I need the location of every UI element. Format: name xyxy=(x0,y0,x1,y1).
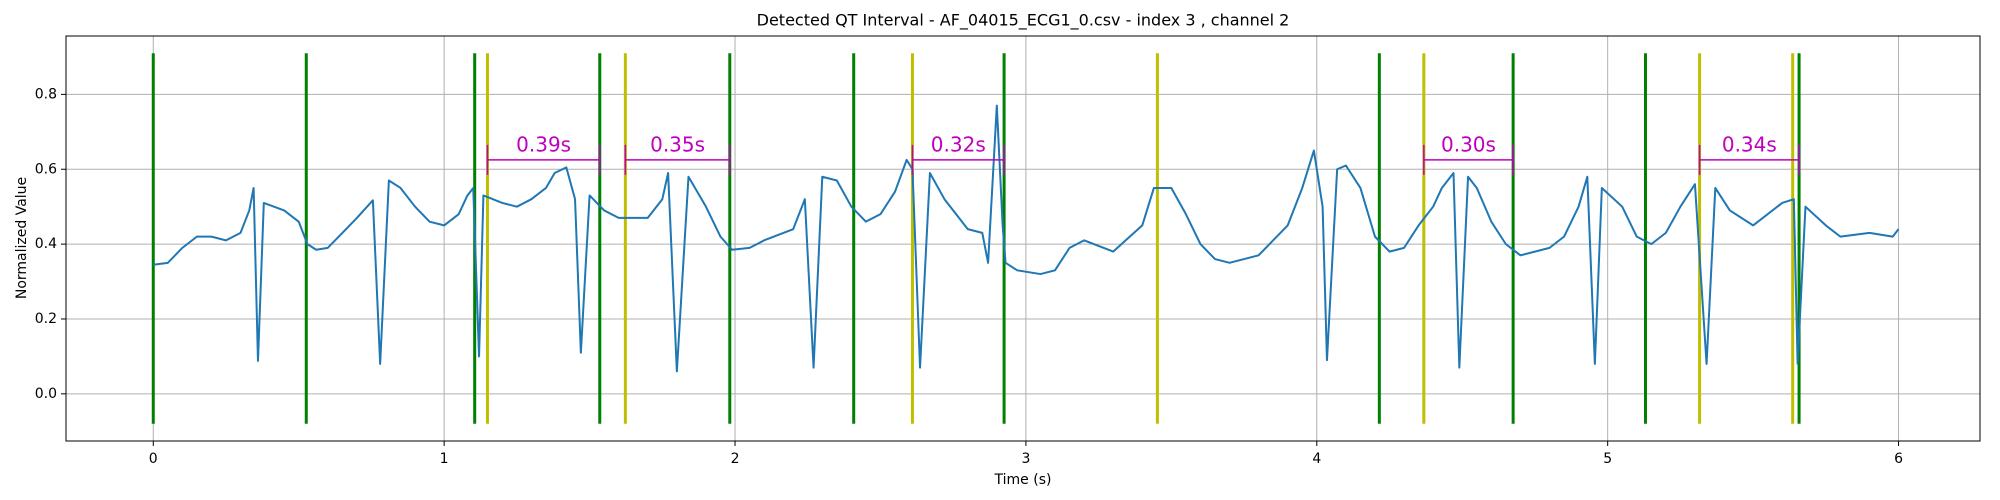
signal-line xyxy=(153,104,1900,373)
x-tick-label: 5 xyxy=(1603,451,1612,467)
y-tick-label: 0.8 xyxy=(35,86,57,102)
y-tick-label: 0.0 xyxy=(35,386,57,402)
qt-annotations: 0.39s 0.35s 0.32s 0.30s 0.34s xyxy=(486,132,1800,175)
qt-label: 0.30s xyxy=(1441,132,1496,156)
qt-bracket xyxy=(486,144,601,175)
y-axis-label: Normalized Value xyxy=(14,177,30,299)
x-tick-label: 4 xyxy=(1312,451,1321,467)
qt-label: 0.34s xyxy=(1722,132,1777,156)
x-axis-label: Time (s) xyxy=(994,472,1052,488)
y-tick-label: 0.4 xyxy=(35,236,57,252)
qt-label: 0.32s xyxy=(931,132,986,156)
plot-frame xyxy=(65,35,1981,442)
qt-bracket xyxy=(624,144,731,175)
x-tick-label: 0 xyxy=(149,451,158,467)
y-tick-label: 0.6 xyxy=(35,161,57,177)
qt-bracket xyxy=(911,144,1005,175)
qt-bracket xyxy=(1423,144,1514,175)
qt-label: 0.35s xyxy=(650,132,705,156)
x-tick-label: 3 xyxy=(1021,451,1030,467)
qt-label: 0.39s xyxy=(516,132,571,156)
x-tick-label: 1 xyxy=(440,451,449,467)
qt-bracket xyxy=(1698,144,1800,175)
y-tick-label: 0.2 xyxy=(35,311,57,327)
chart-title: Detected QT Interval - AF_04015_ECG1_0.c… xyxy=(757,11,1290,31)
x-tick-label: 2 xyxy=(731,451,740,467)
x-tick-label: 6 xyxy=(1894,451,1903,467)
